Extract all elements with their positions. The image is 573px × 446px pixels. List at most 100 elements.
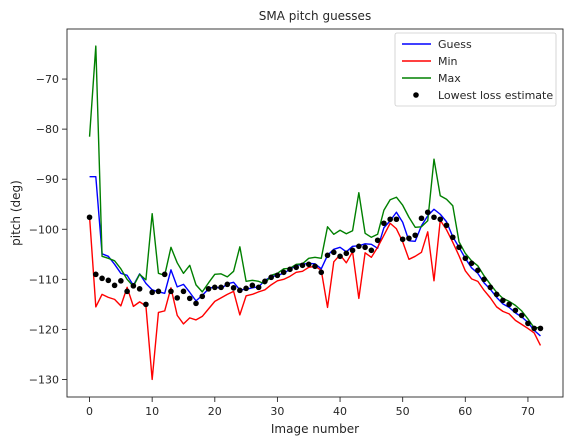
scatter-point [218,284,224,291]
scatter-point [468,260,475,267]
scatter-point [155,288,162,295]
scatter-point [418,215,425,222]
scatter-point [456,244,462,251]
scatter-point [343,250,350,257]
scatter-point [111,282,118,289]
scatter-point [312,263,318,270]
scatter-point [124,288,130,295]
scatter-point [362,244,368,251]
scatter-point [387,216,393,223]
scatter-point [193,300,199,307]
y-tick-label: −110 [29,273,59,286]
scatter-point [399,236,406,243]
x-tick-label: 50 [396,405,410,418]
scatter-point [130,283,137,289]
scatter-point [500,297,506,304]
scatter-point [443,222,450,229]
scatter-point [525,320,531,327]
y-tick-label: −120 [29,323,59,336]
scatter-point [506,301,512,308]
scatter-point [211,284,218,291]
legend-label: Guess [438,38,472,51]
scatter-point [406,235,412,242]
scatter-point [274,272,281,279]
legend: Guess Min Max Lowest loss estimate [394,32,557,107]
y-tick-label: −90 [36,173,59,186]
x-tick-label: 0 [86,405,93,418]
y-tick-label: −130 [29,373,59,386]
y-tick-label: −100 [29,223,59,236]
x-tick-label: 70 [521,405,535,418]
scatter-point [493,291,500,298]
scatter-point [268,274,274,281]
scatter-point [487,284,494,291]
scatter-point [437,216,444,223]
scatter-point [330,249,337,256]
scatter-point [305,261,312,268]
legend-frame [394,32,557,107]
scatter-point [356,243,362,250]
scatter-point [262,278,268,285]
scatter-point [105,277,112,284]
scatter-point [449,234,456,241]
y-axis-label: pitch (deg) [9,180,23,246]
scatter-point [280,269,287,276]
scatter-point [287,266,293,273]
x-tick-label: 10 [145,405,159,418]
scatter-point [93,271,99,278]
x-axis-label: Image number [271,422,359,436]
scatter-point [180,288,187,295]
scatter-point [481,276,487,283]
scatter-point [237,287,243,294]
scatter-point [424,209,431,216]
y-axis-ticks: −130 −120 −110 −100 −90 −80 −70 [29,73,67,386]
scatter-point [475,267,481,274]
x-tick-label: 40 [333,405,347,418]
scatter-point [374,237,381,244]
scatter-point [230,285,237,291]
scatter-point [518,312,525,319]
scatter-point [99,275,105,282]
scatter-point [186,295,193,302]
scatter-point [337,253,343,260]
legend-label: Max [438,72,461,85]
y-tick-label: −80 [36,123,59,136]
scatter-point [537,325,544,332]
y-tick-label: −70 [36,73,59,86]
scatter-point [299,262,306,269]
scatter-point [293,264,300,271]
scatter-point [136,286,143,292]
scatter-point [205,286,212,292]
scatter-point [174,295,181,301]
chart-title: SMA pitch guesses [259,9,371,23]
scatter-point [243,285,249,292]
scatter-point [149,289,155,296]
x-axis-ticks: 0 10 20 30 40 50 60 70 [86,397,535,418]
scatter-point [143,301,149,308]
scatter-point [199,293,206,300]
scatter-point [381,220,387,227]
scatter-group [86,209,544,332]
scatter-point [393,216,400,223]
scatter-point [512,307,519,314]
scatter-point [412,232,419,239]
scatter-point [255,284,262,291]
scatter-point [462,255,469,262]
scatter-point [161,271,168,278]
scatter-point [431,214,437,221]
scatter-point [318,269,325,276]
scatter-point [324,252,331,259]
x-tick-label: 60 [458,405,472,418]
legend-label: Lowest loss estimate [438,89,553,102]
x-tick-label: 30 [270,405,284,418]
scatter-point [168,288,174,295]
scatter-point [349,247,356,254]
scatter-point [368,247,375,254]
scatter-point [531,325,537,332]
legend-swatch-scatter [413,92,419,98]
scatter-point [118,278,124,284]
scatter-point [224,281,231,288]
scatter-point [249,282,256,289]
